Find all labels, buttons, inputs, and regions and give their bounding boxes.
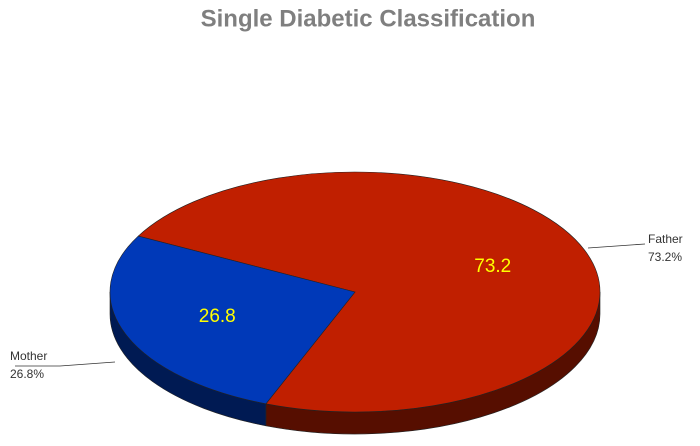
data-label: 73.2 bbox=[474, 256, 511, 277]
chart-title: Single Diabetic Classification bbox=[201, 5, 536, 32]
data-label: 26.8 bbox=[199, 306, 236, 327]
legend-label: Mother bbox=[10, 349, 47, 363]
percent-label: 73.2% bbox=[648, 250, 682, 264]
percent-label: 26.8% bbox=[10, 367, 44, 381]
pie-slice bbox=[137, 171, 601, 413]
legend-label: Father bbox=[648, 232, 683, 246]
leader-line bbox=[15, 361, 116, 367]
leader-line bbox=[587, 243, 646, 249]
pie-slice bbox=[109, 235, 356, 405]
